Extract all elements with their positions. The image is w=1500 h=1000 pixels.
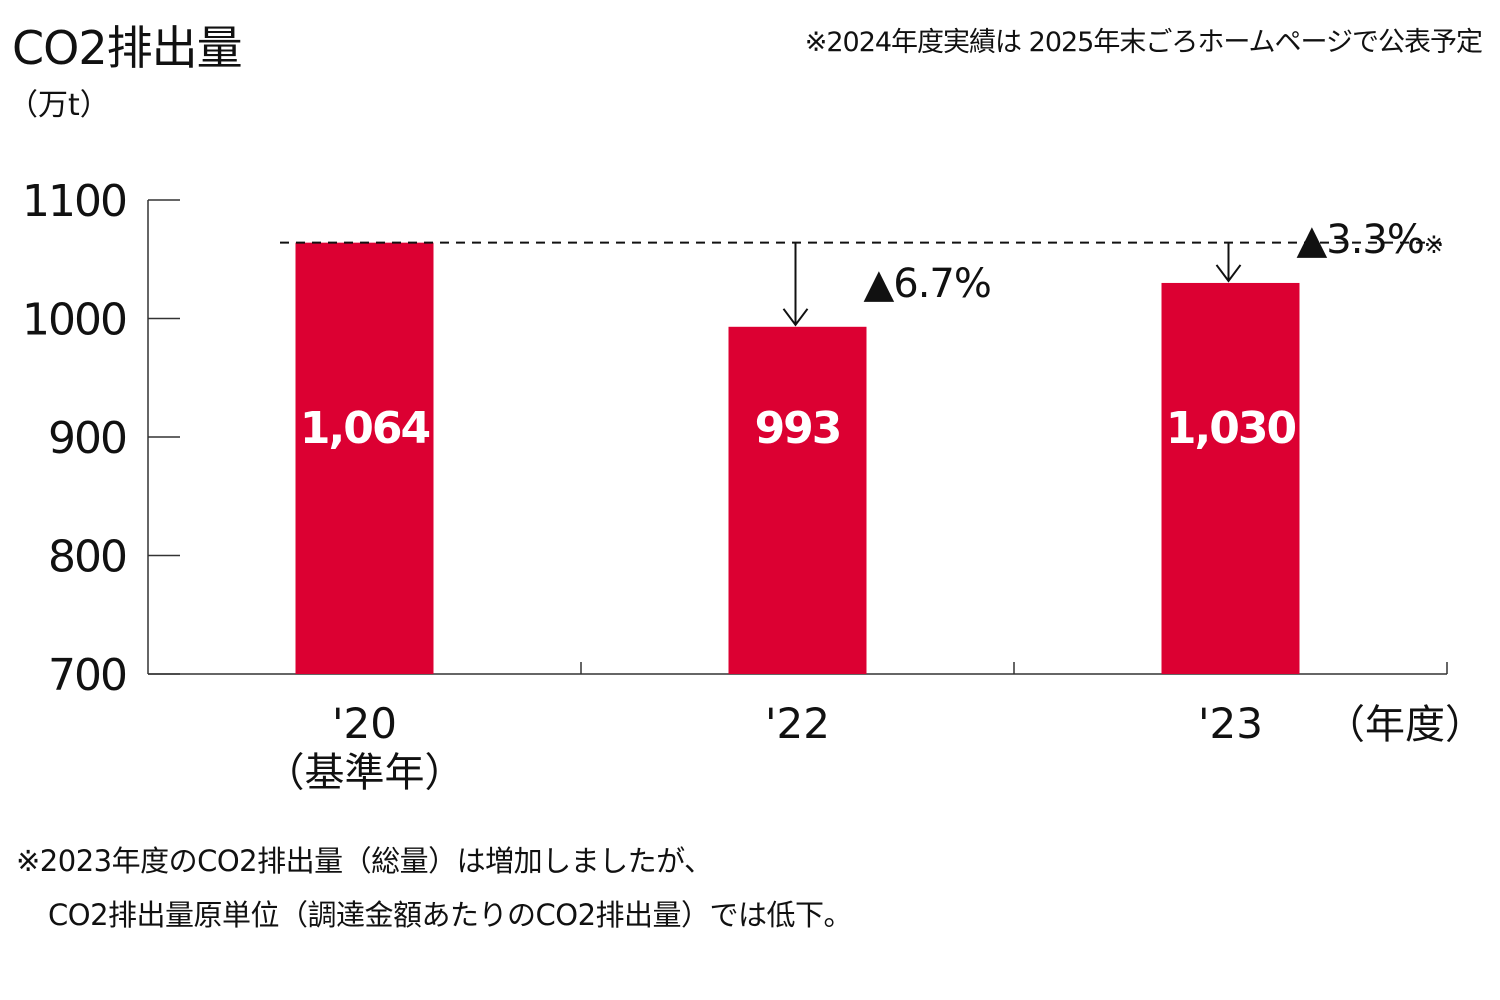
bar-22 [728, 326, 867, 674]
bar-20 [295, 242, 434, 674]
chart-title: CO2排出量 [12, 21, 243, 75]
arrow-head-icon [782, 308, 809, 327]
reduction-label: ▲3.3%※ [1297, 217, 1444, 263]
footnote-line-2: CO2排出量原単位（調達金額あたりのCO2排出量）では低下。 [48, 898, 853, 932]
x-tick-label: '20 [332, 699, 397, 748]
x-axis-label: （年度） [1325, 702, 1485, 748]
bar-data-label: 993 [755, 403, 841, 454]
bar-23 [1161, 282, 1300, 674]
y-tick-label: 1100 [22, 176, 126, 227]
y-axis-unit: （万t） [8, 88, 110, 123]
bar-data-label: 1,064 [300, 403, 430, 454]
x-tick-label: '22 [765, 699, 830, 748]
bar-data-label: 1,030 [1166, 403, 1296, 454]
footnote-mark: ※ [1424, 231, 1443, 259]
footnote-line-1: ※2023年度のCO2排出量（総量）は増加しましたが、 [16, 844, 713, 878]
y-tick-label: 1000 [22, 295, 126, 346]
x-tick-label: '23 [1198, 699, 1263, 748]
y-tick-label: 700 [48, 650, 126, 701]
publication-note: ※2024年度実績は 2025年末ごろホームページで公表予定 [804, 27, 1483, 58]
y-tick-label: 900 [48, 413, 126, 464]
reduction-label: ▲6.7% [864, 261, 991, 307]
arrow-head-icon [1215, 264, 1242, 283]
y-tick-label: 800 [48, 532, 126, 583]
x-tick-sublabel: （基準年） [265, 750, 465, 796]
